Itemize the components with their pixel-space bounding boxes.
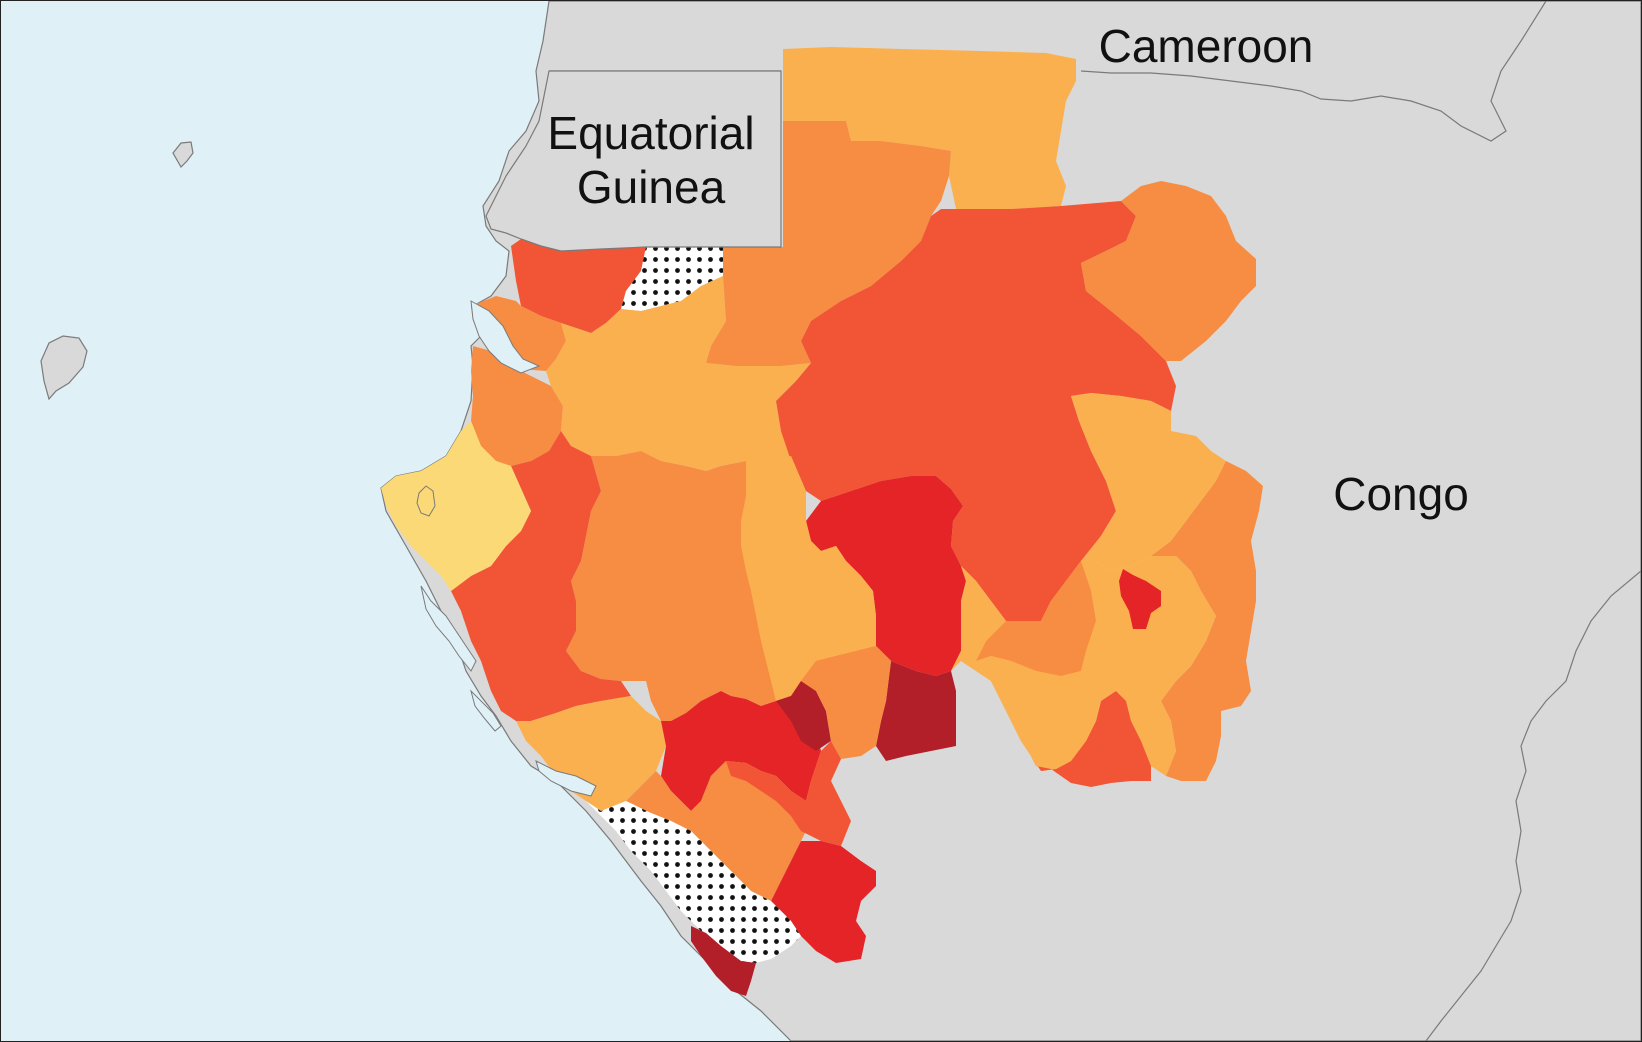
label-cameroon: Cameroon [1081, 19, 1331, 73]
district-coastal-west [451, 431, 631, 721]
district-centre-yellow-right [951, 546, 1111, 769]
lagoon-mid [470, 689, 502, 732]
district-nw-nodata [621, 247, 723, 311]
district-east-red-small [1119, 569, 1161, 629]
district-nw-2 [471, 296, 566, 371]
district-south-tip-red [771, 841, 876, 963]
equatorial-guinea [485, 70, 782, 252]
district-c-yellow-strip [741, 456, 876, 701]
district-sw-darkred [691, 926, 756, 996]
label-congo-text: Congo [1333, 468, 1469, 520]
island-small [172, 141, 194, 168]
district-nw-1 [511, 239, 646, 333]
label-equatorial-guinea: Equatorial Guinea [521, 106, 781, 214]
label-eg-line1: Equatorial [547, 107, 755, 159]
label-eg-line2: Guinea [576, 161, 726, 213]
district-south-coast-orange [626, 761, 811, 901]
district-sw-coastal [516, 696, 666, 811]
district-c-upper [546, 276, 811, 471]
cameroon-border [1080, 1, 1547, 142]
gabon-districts [381, 47, 1263, 996]
district-south-darkred-a [776, 681, 831, 751]
district-sw-nodata [586, 801, 801, 963]
label-congo: Congo [1301, 467, 1501, 521]
island-coastal [416, 485, 436, 517]
district-coastal-yellow [381, 421, 531, 591]
district-north-mid [706, 121, 951, 366]
island-large [40, 335, 88, 401]
district-ne-corner [1081, 181, 1256, 361]
district-se-1 [1031, 691, 1151, 787]
congo-drc-border [1425, 570, 1641, 1041]
district-north-east [776, 201, 1176, 631]
label-cameroon-text: Cameroon [1098, 20, 1314, 72]
district-e-mid-orange [976, 561, 1096, 676]
district-east-edge [1151, 461, 1263, 781]
lagoon-west [420, 585, 477, 672]
lagoon-south [535, 760, 597, 797]
district-east-upper [1071, 393, 1226, 571]
district-nw-3 [471, 346, 563, 466]
district-centre-red [806, 476, 966, 676]
district-south-coast-red [726, 741, 851, 846]
district-south-orange-mid [801, 646, 891, 759]
district-south-darkred-b [876, 661, 956, 761]
estuary-inlet [470, 300, 541, 374]
district-north-top [783, 47, 1076, 209]
